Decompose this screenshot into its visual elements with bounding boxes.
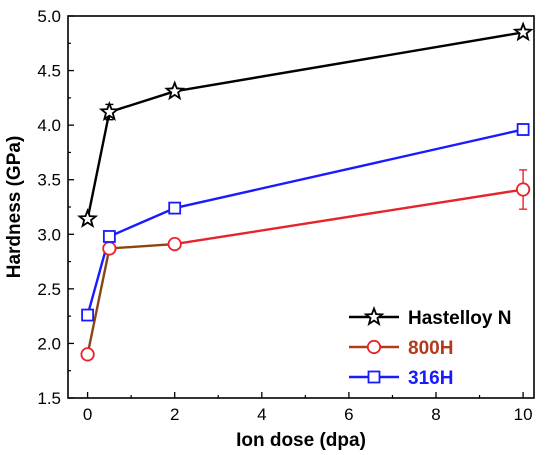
legend-item-316h: 316H	[349, 368, 453, 389]
plot-area	[67, 15, 535, 399]
x-axis: 0 2 4 6 8 10	[83, 392, 533, 424]
legend-marker-hastelloy-n	[363, 305, 385, 326]
line-segment-316h	[173, 128, 525, 210]
data-point-316h	[516, 123, 530, 136]
legend-label-316h: 316H	[408, 368, 453, 389]
x-tick-label: 6	[344, 405, 353, 424]
y-tick-label: 2.5	[37, 280, 61, 299]
series-markers	[77, 21, 534, 362]
data-point-800h	[516, 182, 531, 197]
line-segment-316h	[108, 206, 176, 238]
series-lines	[86, 31, 525, 356]
y-axis: 1.5 2.0 2.5 3.0 3.5 4.0 4.5 5.0	[37, 7, 74, 408]
data-point-316h	[168, 201, 182, 215]
y-axis-title: Hardness (GPa)	[4, 136, 25, 279]
line-segment-800h	[108, 242, 176, 250]
x-tick-label: 4	[257, 405, 266, 424]
x-axis-title: Ion dose (dpa)	[236, 430, 366, 451]
x-tick-label: 2	[170, 405, 179, 424]
y-tick-label: 5.0	[37, 7, 61, 26]
y-tick-label: 4.0	[37, 116, 61, 135]
data-point-316h	[102, 230, 116, 243]
y-tick-label: 2.0	[37, 334, 61, 353]
y-tick-label: 1.5	[37, 389, 61, 408]
y-tick-label: 3.5	[37, 171, 61, 190]
legend-marker-316h	[367, 370, 381, 384]
line-segment-hastelloy-n	[108, 90, 176, 114]
data-point-hastelloy-n	[164, 80, 186, 101]
legend-item-800h: 800H	[349, 338, 453, 359]
plot-frame	[67, 15, 535, 399]
data-point-hastelloy-n	[98, 101, 120, 121]
legend-label-800h: 800H	[408, 338, 453, 359]
line-segment-800h	[173, 188, 525, 246]
line-segment-hastelloy-n	[173, 31, 525, 93]
line-segment-800h	[86, 247, 111, 356]
legend-marker-800h	[366, 339, 382, 355]
y-tick-label: 3.0	[37, 225, 61, 244]
data-point-800h	[167, 237, 182, 252]
data-point-800h	[102, 241, 117, 256]
legend-item-hastelloy-n: Hastelloy N	[349, 305, 511, 329]
data-point-hastelloy-n	[77, 207, 99, 228]
y-tick-label: 4.5	[37, 62, 61, 81]
data-point-hastelloy-n	[512, 21, 534, 42]
legend-label-hastelloy-n: Hastelloy N	[408, 308, 511, 329]
x-tick-label: 8	[431, 405, 440, 424]
legend: Hastelloy N 800H 316H	[349, 305, 511, 389]
data-point-800h	[80, 347, 95, 362]
data-point-316h	[81, 308, 94, 322]
x-tick-label: 10	[514, 405, 533, 424]
x-tick-label: 0	[83, 405, 92, 424]
line-segment-hastelloy-n	[86, 110, 111, 221]
